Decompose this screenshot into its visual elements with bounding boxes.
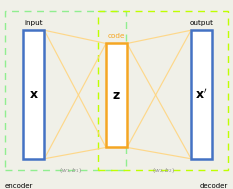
Text: input: input xyxy=(24,19,43,26)
Text: decoder: decoder xyxy=(200,183,228,189)
Text: $\mathbf{x'}$: $\mathbf{x'}$ xyxy=(195,87,208,102)
Bar xyxy=(23,30,44,159)
Text: $\mathbf{z}$: $\mathbf{z}$ xyxy=(112,89,121,102)
Text: $(w_1, b_1)$: $(w_1, b_1)$ xyxy=(59,166,82,175)
Bar xyxy=(191,30,212,159)
Text: encoder: encoder xyxy=(5,183,33,189)
Bar xyxy=(5,11,126,170)
Bar xyxy=(98,11,228,170)
Text: code: code xyxy=(108,33,125,39)
Bar xyxy=(106,43,127,147)
Text: $\mathbf{x}$: $\mathbf{x}$ xyxy=(29,88,39,101)
Text: output: output xyxy=(189,19,214,26)
Text: $(w_2, b_2)$: $(w_2, b_2)$ xyxy=(152,166,175,175)
